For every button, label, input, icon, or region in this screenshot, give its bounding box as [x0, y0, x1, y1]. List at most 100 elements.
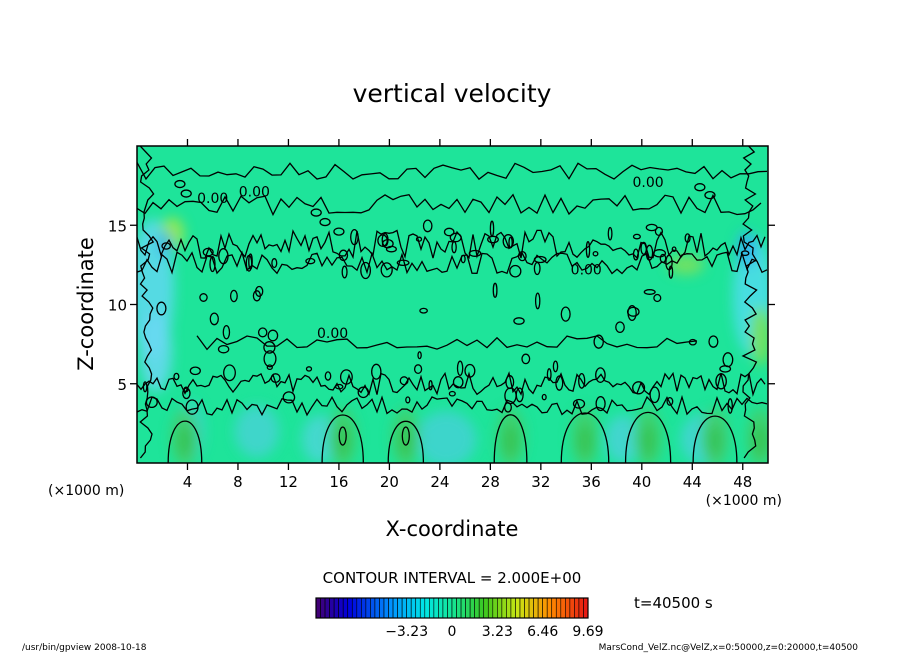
colorbar-cell	[497, 597, 503, 619]
shade-patch	[641, 424, 656, 457]
contour-cell	[502, 234, 515, 249]
contour-cell	[740, 250, 750, 257]
shade-patch	[578, 424, 593, 457]
contour-cell	[202, 247, 214, 257]
contour-cell	[405, 396, 411, 404]
contour-cell	[428, 379, 433, 391]
contour-cell	[185, 399, 199, 415]
contour-label: 0.00	[239, 185, 270, 201]
colorbar-cell	[338, 597, 344, 619]
contour-cell	[464, 363, 476, 378]
y-axis-ticks: 5 10 15	[108, 217, 775, 394]
contour-cell	[371, 363, 382, 380]
time-label: t=40500 s	[634, 594, 713, 612]
colorbar-cell	[347, 597, 353, 619]
contour-cell	[223, 364, 236, 382]
colorbar-cell	[415, 597, 421, 619]
contour-cell	[688, 338, 697, 346]
contour-cell	[174, 179, 186, 189]
y-tick-label: 15	[108, 217, 127, 235]
y-tick-label: 5	[117, 376, 127, 394]
colorbar-cell	[320, 597, 326, 619]
contour-plume	[692, 415, 738, 463]
colorbar-cell	[506, 597, 512, 619]
footer-left: /usr/bin/gpview 2008-10-18	[22, 643, 147, 653]
contour-label: 0.00	[571, 262, 602, 278]
shade-patch	[753, 424, 768, 457]
contour-plume	[624, 411, 672, 463]
contour-cell	[180, 189, 192, 198]
contour-cell	[396, 259, 410, 267]
contour-cell	[305, 366, 313, 372]
contour-cell	[183, 386, 189, 393]
contour-cell	[632, 381, 646, 395]
contour-cell	[666, 396, 674, 406]
contour-cell	[360, 261, 372, 280]
colorbar-cell	[524, 597, 530, 619]
colorbar-cell	[365, 597, 371, 619]
contour-cell	[339, 369, 353, 385]
x-tick-label: 28	[481, 473, 500, 491]
contour-cell	[415, 236, 423, 242]
contour-cell	[513, 317, 525, 325]
contour-cell	[305, 257, 316, 265]
contour-cell	[694, 183, 706, 192]
shade-patch	[139, 312, 172, 393]
shade-patch	[667, 254, 704, 275]
x-tick-label: 12	[279, 473, 298, 491]
contour-cell	[255, 285, 264, 297]
contour-line	[137, 193, 762, 217]
contour-cell	[452, 376, 464, 389]
x-tick-label: 20	[380, 473, 399, 491]
contour-cell	[217, 344, 230, 354]
colorbar-cell	[515, 597, 521, 619]
contour-core	[338, 426, 347, 446]
shade-patch	[416, 411, 477, 463]
shade-patch	[177, 424, 192, 457]
colorbar-cell	[419, 597, 426, 619]
colorbar-tick-label: 3.23	[482, 624, 513, 640]
contour-cell	[263, 350, 277, 368]
colorbar-cell	[438, 597, 444, 619]
contour-cell	[572, 398, 586, 409]
contour-cell	[334, 383, 344, 390]
x-tick-label: 40	[632, 473, 651, 491]
contour-line	[741, 146, 758, 459]
contour-cell	[492, 282, 498, 298]
x-tick-label: 8	[233, 473, 243, 491]
contour-cell	[509, 264, 522, 278]
contour-plume	[167, 420, 203, 463]
contour-cell	[671, 246, 677, 253]
contour-cell	[385, 245, 397, 253]
colorbar-cell	[569, 597, 575, 619]
x-tick-label: 24	[430, 473, 449, 491]
colorbar-cell	[356, 597, 362, 619]
colorbar-cell	[465, 597, 471, 619]
contour-cell	[632, 248, 639, 261]
colorbar-cell	[560, 597, 566, 619]
contour-cell	[652, 249, 667, 258]
x-unit-right: (×1000 m)	[706, 493, 782, 509]
colorbar-cell	[333, 597, 339, 619]
colorbar-cell	[537, 597, 543, 619]
contour-cell	[377, 234, 388, 247]
heatmap-shading	[137, 217, 768, 463]
colorbar-cell	[487, 597, 494, 619]
contour-cell	[338, 249, 349, 262]
colorbar-cell	[492, 597, 498, 619]
contour-cell	[468, 249, 482, 257]
contour-cell	[517, 250, 527, 262]
colorbar-cell	[374, 597, 380, 619]
contour-cell	[218, 248, 229, 265]
colorbar-cell	[424, 597, 430, 619]
colorbar-cell	[406, 597, 412, 619]
contour-cell	[607, 226, 613, 241]
colorbar-tick-label: 6.46	[527, 624, 558, 640]
colorbar-cell	[433, 597, 439, 619]
shade-patch	[707, 424, 722, 457]
contour-core	[401, 426, 410, 446]
shade-patch	[335, 424, 350, 457]
colorbar-cell	[551, 597, 557, 619]
contour-lines	[137, 146, 768, 463]
colorbar-cell	[315, 597, 321, 619]
